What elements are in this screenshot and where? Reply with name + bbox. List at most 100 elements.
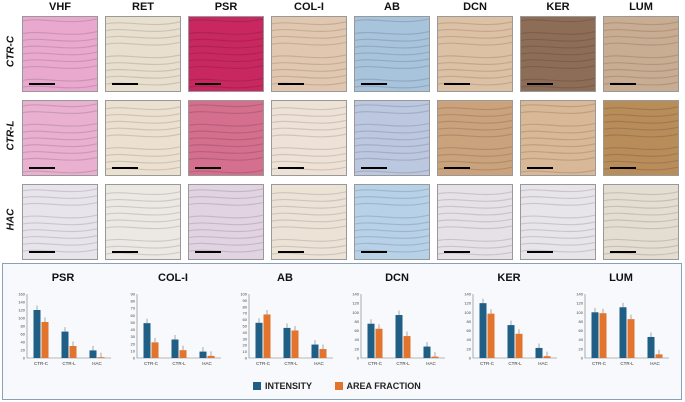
fiber-stroke	[521, 37, 595, 42]
fiber-stroke	[355, 110, 429, 114]
y-tick-label: 120	[464, 301, 471, 306]
fiber-stroke	[272, 225, 346, 230]
y-tick-label: 0	[245, 356, 248, 361]
y-tick-label: 140	[464, 292, 471, 297]
bar-area-fraction	[97, 357, 105, 358]
fiber-stroke	[272, 28, 346, 32]
y-tick-label: 160	[18, 292, 25, 297]
tile-ctr-c-ker	[520, 16, 596, 92]
y-tick-label: 0	[23, 356, 26, 361]
bar-intensity	[311, 344, 319, 358]
bar-area-fraction	[403, 336, 411, 358]
y-tick-label: 100	[240, 292, 247, 297]
fiber-stroke	[23, 58, 97, 63]
fiber-stroke	[106, 244, 180, 249]
y-tick-label: 50	[243, 324, 248, 329]
scale-bar	[610, 167, 636, 169]
scale-bar	[29, 167, 55, 169]
y-tick-label: 20	[131, 341, 136, 346]
fiber-stroke	[438, 153, 512, 157]
y-tick-label: 80	[131, 299, 136, 304]
column-label-psr: PSR	[214, 1, 238, 13]
fiber-stroke	[438, 166, 512, 171]
tile-ctr-l-lum	[603, 100, 679, 176]
fiber-stroke	[355, 77, 429, 82]
chart-title: PSR	[51, 272, 75, 284]
y-tick-label: 60	[131, 313, 136, 318]
fiber-stroke	[23, 150, 97, 154]
bar-intensity	[255, 322, 263, 358]
fiber-stroke	[106, 54, 180, 59]
chart-title: KER	[497, 272, 521, 284]
fiber-stroke	[23, 129, 97, 134]
fiber-stroke	[521, 103, 595, 108]
fiber-stroke	[272, 81, 346, 86]
fiber-stroke	[355, 51, 429, 56]
scale-bar	[361, 251, 387, 253]
y-tick-label: 70	[131, 306, 136, 311]
fiber-stroke	[438, 106, 512, 111]
fiber-stroke	[604, 74, 678, 79]
row-label-ctr-c: CTR-C	[0, 36, 22, 67]
scale-bar	[444, 251, 470, 253]
tile-ctr-c-psr	[188, 16, 264, 92]
x-tick-label: HAC	[92, 361, 102, 366]
bar-area-fraction	[69, 346, 77, 358]
fiber-stroke	[521, 221, 595, 226]
x-tick-label: CTR-C	[256, 361, 271, 366]
fiber-stroke	[521, 188, 595, 193]
y-tick-label: 0	[133, 356, 136, 361]
fiber-stroke	[272, 153, 346, 157]
fiber-stroke	[355, 195, 429, 199]
fiber-stroke	[23, 235, 97, 239]
fiber-stroke	[438, 41, 512, 46]
legend-intensity-label: INTENSITY	[265, 381, 313, 391]
fiber-stroke	[438, 251, 512, 256]
y-tick-label: 80	[355, 319, 360, 324]
fiber-stroke	[272, 204, 346, 209]
tile-ctr-l-psr	[188, 100, 264, 176]
fiber-stroke	[272, 54, 346, 59]
bar-area-fraction	[599, 313, 607, 358]
bar-chart-svg: 0 20 40 60 80 100 120 140 CTR-C CTR-L HAC	[352, 292, 445, 366]
scale-bar	[610, 251, 636, 253]
y-tick-label: 70	[243, 311, 248, 316]
fiber-stroke	[438, 126, 512, 131]
tile-hac-col-i	[271, 184, 347, 260]
fiber-stroke	[23, 37, 97, 42]
x-tick-label: HAC	[202, 361, 212, 366]
scale-bar	[278, 83, 304, 85]
fiber-stroke	[521, 214, 595, 219]
fiber-stroke	[438, 204, 512, 209]
fiber-stroke	[521, 136, 595, 141]
fiber-stroke	[23, 188, 97, 193]
chart-axes	[472, 294, 557, 359]
column-label-ret: RET	[132, 1, 154, 13]
fiber-stroke	[521, 122, 595, 127]
fiber-stroke	[272, 198, 346, 202]
fiber-stroke	[272, 159, 346, 164]
fiber-stroke	[355, 188, 429, 193]
fiber-stroke	[355, 156, 429, 161]
fiber-stroke	[106, 191, 180, 196]
y-tick-label: 40	[243, 330, 248, 335]
tile-ctr-c-ret	[105, 16, 181, 92]
fiber-stroke	[521, 150, 595, 154]
fiber-stroke	[106, 41, 180, 46]
fiber-stroke	[604, 54, 678, 59]
tile-ctr-l-ret	[105, 100, 181, 176]
tissue-texture	[438, 21, 512, 86]
chart-axes	[26, 294, 111, 359]
y-tick-label: 60	[243, 317, 248, 322]
fiber-stroke	[189, 150, 263, 154]
y-tick-label: 20	[21, 348, 26, 353]
fiber-stroke	[438, 68, 512, 72]
bar-intensity	[61, 331, 69, 358]
bar-area-fraction	[207, 355, 215, 358]
tissue-texture	[521, 188, 595, 253]
fiber-stroke	[23, 228, 97, 233]
fiber-stroke	[355, 136, 429, 141]
x-tick-label: CTR-L	[62, 361, 76, 366]
bar-area-fraction	[319, 349, 327, 358]
y-tick-label: 60	[21, 332, 26, 337]
